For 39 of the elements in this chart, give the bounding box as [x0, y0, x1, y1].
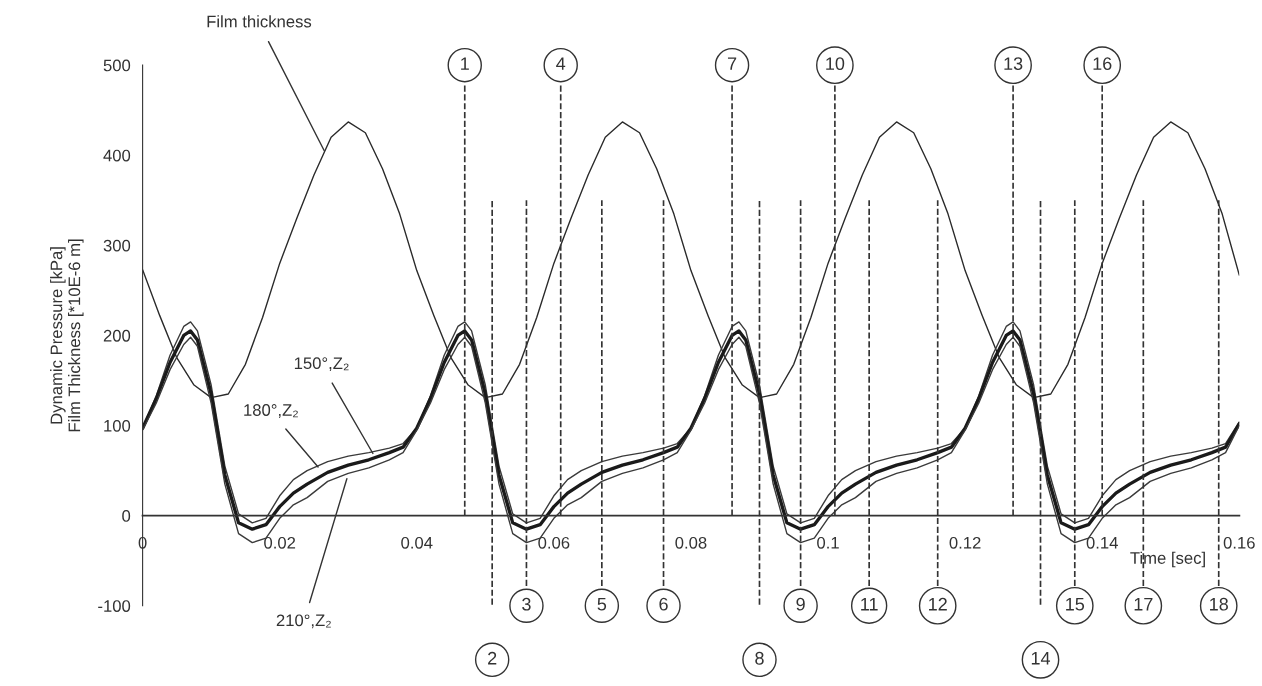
text: 8 — [755, 651, 764, 665]
x-tick-label: 0.1 — [817, 536, 839, 549]
annotation: 10 — [826, 57, 845, 71]
annotation: 15 — [1066, 597, 1085, 611]
annotation: 5 — [597, 597, 607, 611]
annotation: 4 — [556, 57, 566, 70]
annotation: 6 — [659, 597, 668, 611]
x-tick-label: 0.08 — [675, 536, 707, 549]
annotation: 150°,Z₂ — [294, 357, 349, 372]
annotation: 9 — [796, 597, 805, 611]
annotation: 3 — [522, 597, 531, 611]
annotation: 7 — [727, 57, 737, 70]
text: 14 — [1031, 652, 1051, 665]
annotation: 1 — [461, 57, 469, 70]
y-tick-label: 100 — [104, 419, 131, 432]
x-tick-label: 0.12 — [949, 536, 981, 549]
annotation: 11 — [861, 597, 878, 611]
y-tick-label: 300 — [103, 239, 131, 252]
annotation: 17 — [1134, 597, 1153, 611]
x-tick-label: 0.04 — [401, 536, 433, 549]
annotation: 13 — [1004, 57, 1023, 71]
y-tick-label: -100 — [98, 600, 131, 612]
y-tick-label: 0 — [122, 510, 131, 522]
annotation: 16 — [1093, 57, 1112, 71]
x-tick-label: 0.16 — [1223, 536, 1255, 549]
y-tick-label: 200 — [103, 329, 131, 342]
annotation: 180°,Z₂ — [244, 404, 298, 418]
text: 2 — [488, 651, 497, 665]
x-tick-label: 0.02 — [264, 536, 296, 549]
x-tick-label: 0.06 — [538, 536, 570, 549]
x-tick-label: 0.14 — [1086, 536, 1118, 549]
annotation: 210°,Z₂ — [276, 614, 331, 629]
annotation: 18 — [1210, 597, 1228, 611]
y-tick-label: 400 — [103, 149, 131, 162]
annotation: Film thickness — [207, 15, 312, 28]
annotation: 12 — [929, 597, 947, 611]
y-tick-label: 500 — [103, 59, 131, 72]
x-axis-title: Time [sec] — [1130, 551, 1205, 568]
y-axis-title: Dynamic Pressure [kPa] Film Thickness [*10E-6 m] — [50, 239, 84, 432]
